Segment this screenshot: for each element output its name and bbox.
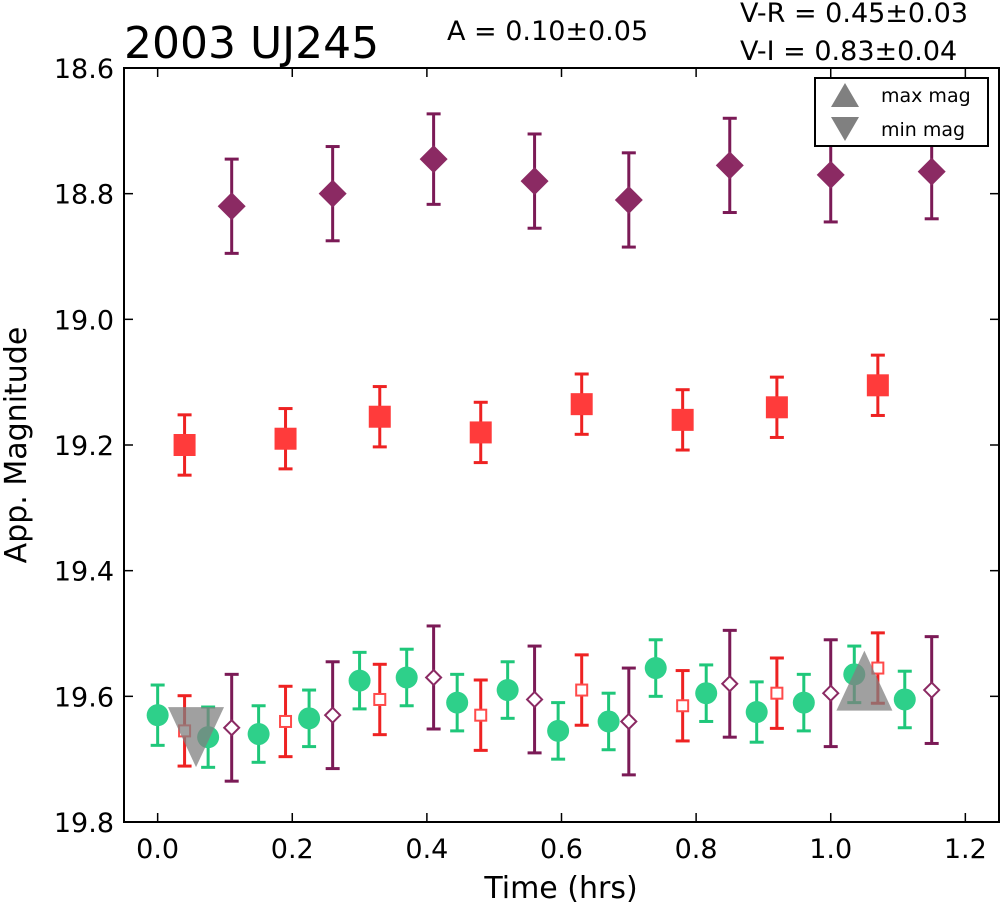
data-point-open-square — [770, 686, 784, 700]
data-point-open-diamond — [821, 684, 840, 703]
data-point-open-diamond — [922, 681, 941, 699]
data-point-circle — [597, 710, 620, 733]
legend-min-mag-label: min mag — [881, 119, 965, 141]
x-tick-label: 0.4 — [405, 834, 448, 865]
x-tick-label: 1.0 — [809, 834, 852, 865]
data-point-open-diamond — [222, 718, 241, 737]
data-point-square — [765, 396, 788, 419]
data-point-diamond — [816, 160, 845, 189]
data-point-square — [570, 393, 593, 416]
data-point-diamond — [217, 192, 246, 221]
legend-max-mag-label: max mag — [881, 85, 971, 107]
x-axis-label: Time (hrs) — [483, 871, 637, 904]
data-point-circle — [496, 679, 519, 702]
data-point-circle — [745, 701, 768, 724]
data-point-diamond — [614, 185, 643, 214]
data-point-diamond — [419, 145, 448, 174]
data-point-diamond — [520, 167, 549, 196]
series-4 — [222, 624, 941, 783]
data-point-open-diamond — [424, 668, 443, 687]
data-point-square — [368, 405, 391, 428]
x-tick-label: 0.2 — [271, 834, 314, 865]
data-point-square — [866, 374, 889, 397]
legend-max-mag-marker — [831, 83, 859, 107]
data-point-circle — [146, 704, 169, 727]
data-point-open-diamond — [720, 674, 739, 693]
data-point-circle — [395, 666, 418, 689]
data-point-circle — [547, 719, 570, 742]
v-i-annotation: V-I = 0.83±0.04 — [740, 36, 957, 67]
data-point-circle — [298, 707, 321, 730]
data-point-open-square — [474, 708, 488, 722]
axes: 0.0 0.2 0.4 0.6 0.8 1.0 1.2 18.6 18.8 19.0 19.2 19.… — [54, 54, 999, 865]
x-tick-label: 0.8 — [675, 834, 718, 865]
x-tick-label: 1.2 — [944, 834, 987, 865]
data-point-square — [173, 434, 196, 456]
data-point-diamond — [917, 157, 946, 186]
max-mag-marker — [836, 650, 893, 711]
data-point-circle — [247, 723, 270, 746]
y-axis-label: App. Magnitude — [0, 327, 34, 564]
y-tick-label: 18.6 — [54, 54, 114, 85]
chart-marks — [146, 112, 946, 783]
data-point-circle — [348, 669, 371, 692]
y-tick-label: 19.0 — [54, 305, 114, 336]
x-tick-label: 0.6 — [540, 834, 583, 865]
y-tick-label: 18.8 — [54, 180, 114, 211]
data-point-square — [671, 408, 694, 431]
x-tick-label: 0.0 — [136, 834, 179, 865]
chart-title: 2003 UJ245 — [124, 18, 379, 69]
data-point-circle — [792, 691, 815, 714]
data-point-open-square — [676, 699, 690, 713]
data-point-open-diamond — [619, 712, 638, 731]
series-0 — [217, 112, 946, 255]
data-point-open-square — [279, 714, 293, 728]
y-tick-label: 19.8 — [54, 808, 114, 839]
data-point-circle — [695, 682, 718, 705]
data-point-circle — [446, 691, 469, 714]
legend: max mag min mag — [814, 77, 989, 147]
data-point-square — [274, 427, 297, 450]
data-point-diamond — [318, 179, 347, 208]
data-point-open-diamond — [525, 690, 544, 709]
data-point-diamond — [715, 151, 744, 180]
data-point-open-square — [373, 692, 387, 706]
legend-min-mag-marker — [831, 117, 859, 141]
data-point-open-square — [575, 683, 589, 697]
data-point-open-diamond — [323, 706, 342, 725]
min-mag-marker — [168, 707, 225, 768]
series-3 — [177, 631, 885, 768]
y-tick-label: 19.2 — [54, 431, 114, 462]
data-point-square — [469, 421, 492, 444]
series-1 — [173, 353, 889, 477]
amplitude-annotation: A = 0.10±0.05 — [447, 16, 648, 47]
y-tick-label: 19.4 — [54, 557, 114, 588]
data-point-circle — [893, 688, 916, 711]
y-tick-label: 19.6 — [54, 682, 114, 713]
v-r-annotation: V-R = 0.45±0.03 — [740, 0, 968, 29]
data-point-circle — [644, 657, 667, 680]
